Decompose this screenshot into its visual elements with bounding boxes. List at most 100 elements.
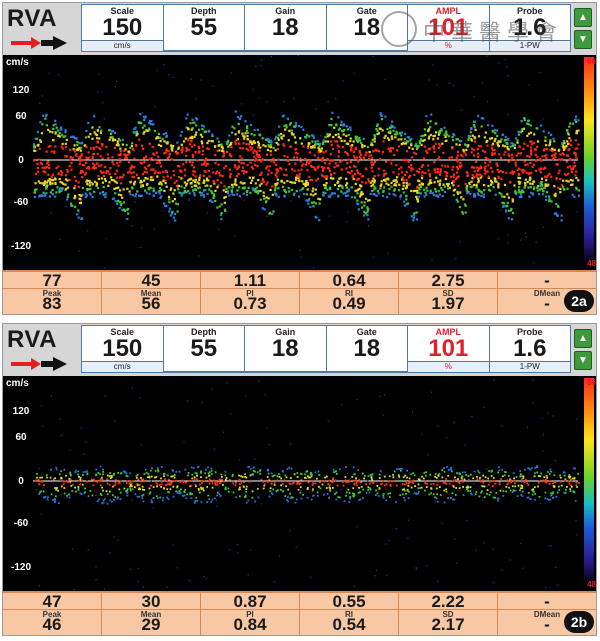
scroll-down-button[interactable]: ▼ [574,30,592,49]
spectrum-pixel [548,200,551,203]
spectrum-pixel [257,154,261,157]
spectrum-pixel [509,145,512,148]
spectrum-pixel [69,478,72,481]
spectrum-pixel [61,187,64,190]
spectrum-pixel [280,168,283,171]
spectrum-pixel [503,183,507,186]
spectrum-pixel [47,173,50,176]
spectrum-pixel [49,183,52,186]
spectrum-pixel [198,150,201,153]
spectrum-pixel [60,476,63,479]
spectrum-pixel [533,148,536,151]
spectrum-pixel [50,468,52,471]
spectrum-pixel [461,155,464,158]
noise-pixel [266,427,268,429]
spectrum-pixel [178,470,181,473]
spectrum-pixel [296,174,299,177]
noise-pixel [243,199,245,201]
spectrum-pixel [461,212,464,215]
param-depth[interactable]: Depth 55 [163,326,245,372]
spectrum-pixel [376,492,379,495]
spectrum-pixel [351,174,354,177]
param-gate[interactable]: Gate 18 [326,326,408,372]
spectrum-pixel [79,492,82,495]
spectrum-pixel [214,471,217,474]
spectrum-pixel [568,165,571,168]
spectrum-pixel [152,486,155,489]
peak-cell: Peak 46 [3,609,102,635]
spectrum-pixel [367,218,370,221]
spectrum-pixel [108,129,111,132]
spectrum-pixel [247,466,250,469]
spectrum-pixel [523,186,526,189]
spectrum-pixel [515,159,518,162]
spectrum-pixel [458,143,461,146]
spectrum-pixel [165,484,167,486]
spectrum-pixel [423,128,426,131]
spectrum-pixel [257,155,260,159]
spectrum-pixel [143,161,146,164]
scroll-down-button[interactable]: ▼ [574,351,592,370]
spectrum-pixel [247,143,251,146]
spectrum-pixel [65,474,67,477]
param-gate[interactable]: Gate 18 [326,5,408,51]
noise-pixel [220,170,222,172]
spectrum-pixel [372,482,375,485]
spectrum-pixel [86,480,88,483]
spectrum-pixel [126,153,129,156]
spectrum-pixel [60,145,63,148]
spectrum-pixel [342,123,345,126]
spectrum-pixel [59,181,62,184]
noise-pixel [103,118,105,120]
spectrum-pixel [434,475,437,478]
spectrum-pixel [403,142,406,145]
spectrum-pixel [181,146,184,149]
spectrum-pixel [203,159,206,162]
param-depth[interactable]: Depth 55 [163,5,245,51]
spectrum-pixel [77,473,79,476]
noise-pixel [78,250,80,252]
spectrum-pixel [49,476,52,479]
scroll-up-button[interactable]: ▲ [574,8,592,27]
noise-pixel [66,496,68,498]
spectrum-pixel [159,186,162,190]
spectrum-pixel [55,191,58,194]
param-ampl[interactable]: AMPL 101 % [408,5,490,51]
spectrum-pixel [405,482,408,485]
param-scale[interactable]: Scale 150 cm/s [82,326,164,372]
spectrum-pixel [519,177,522,180]
param-gain[interactable]: Gain 18 [245,326,327,372]
spectrum-pixel [63,487,66,489]
param-probe[interactable]: Probe 1.6 1-PW [489,326,570,372]
spectrum-pixel [202,489,205,492]
spectrum-pixel [450,156,453,159]
noise-pixel [374,472,376,474]
noise-pixel [448,82,450,84]
spectrum-pixel [163,189,166,192]
spectrum-pixel [513,171,516,174]
param-gain[interactable]: Gain 18 [245,5,327,51]
spectrum-pixel [312,187,315,190]
param-ampl[interactable]: AMPL 101 % [408,326,490,372]
noise-pixel [540,186,542,188]
spectrum-pixel [318,485,320,488]
spectrum-pixel [164,479,166,482]
spectrum-pixel [259,472,261,475]
spectrum-pixel [170,145,173,149]
param-probe[interactable]: Probe 1.6 1-PW [489,5,570,51]
spectrum-pixel [284,474,287,477]
spectrum-pixel [319,198,322,201]
spectrum-pixel [131,485,133,488]
spectrum-pixel [180,194,183,197]
spectrum-pixel [216,494,218,497]
spectrum-pixel [517,173,520,176]
spectrum-pixel [327,483,329,486]
spectrum-pixel [325,182,328,185]
scroll-up-button[interactable]: ▲ [574,329,592,348]
spectrum-pixel [190,164,193,167]
spectrum-pixel [320,174,324,177]
param-scale[interactable]: Scale 150 cm/s [82,5,164,51]
spectrum-pixel [196,474,198,477]
spectrum-pixel [538,193,541,196]
spectrum-pixel [63,468,66,471]
